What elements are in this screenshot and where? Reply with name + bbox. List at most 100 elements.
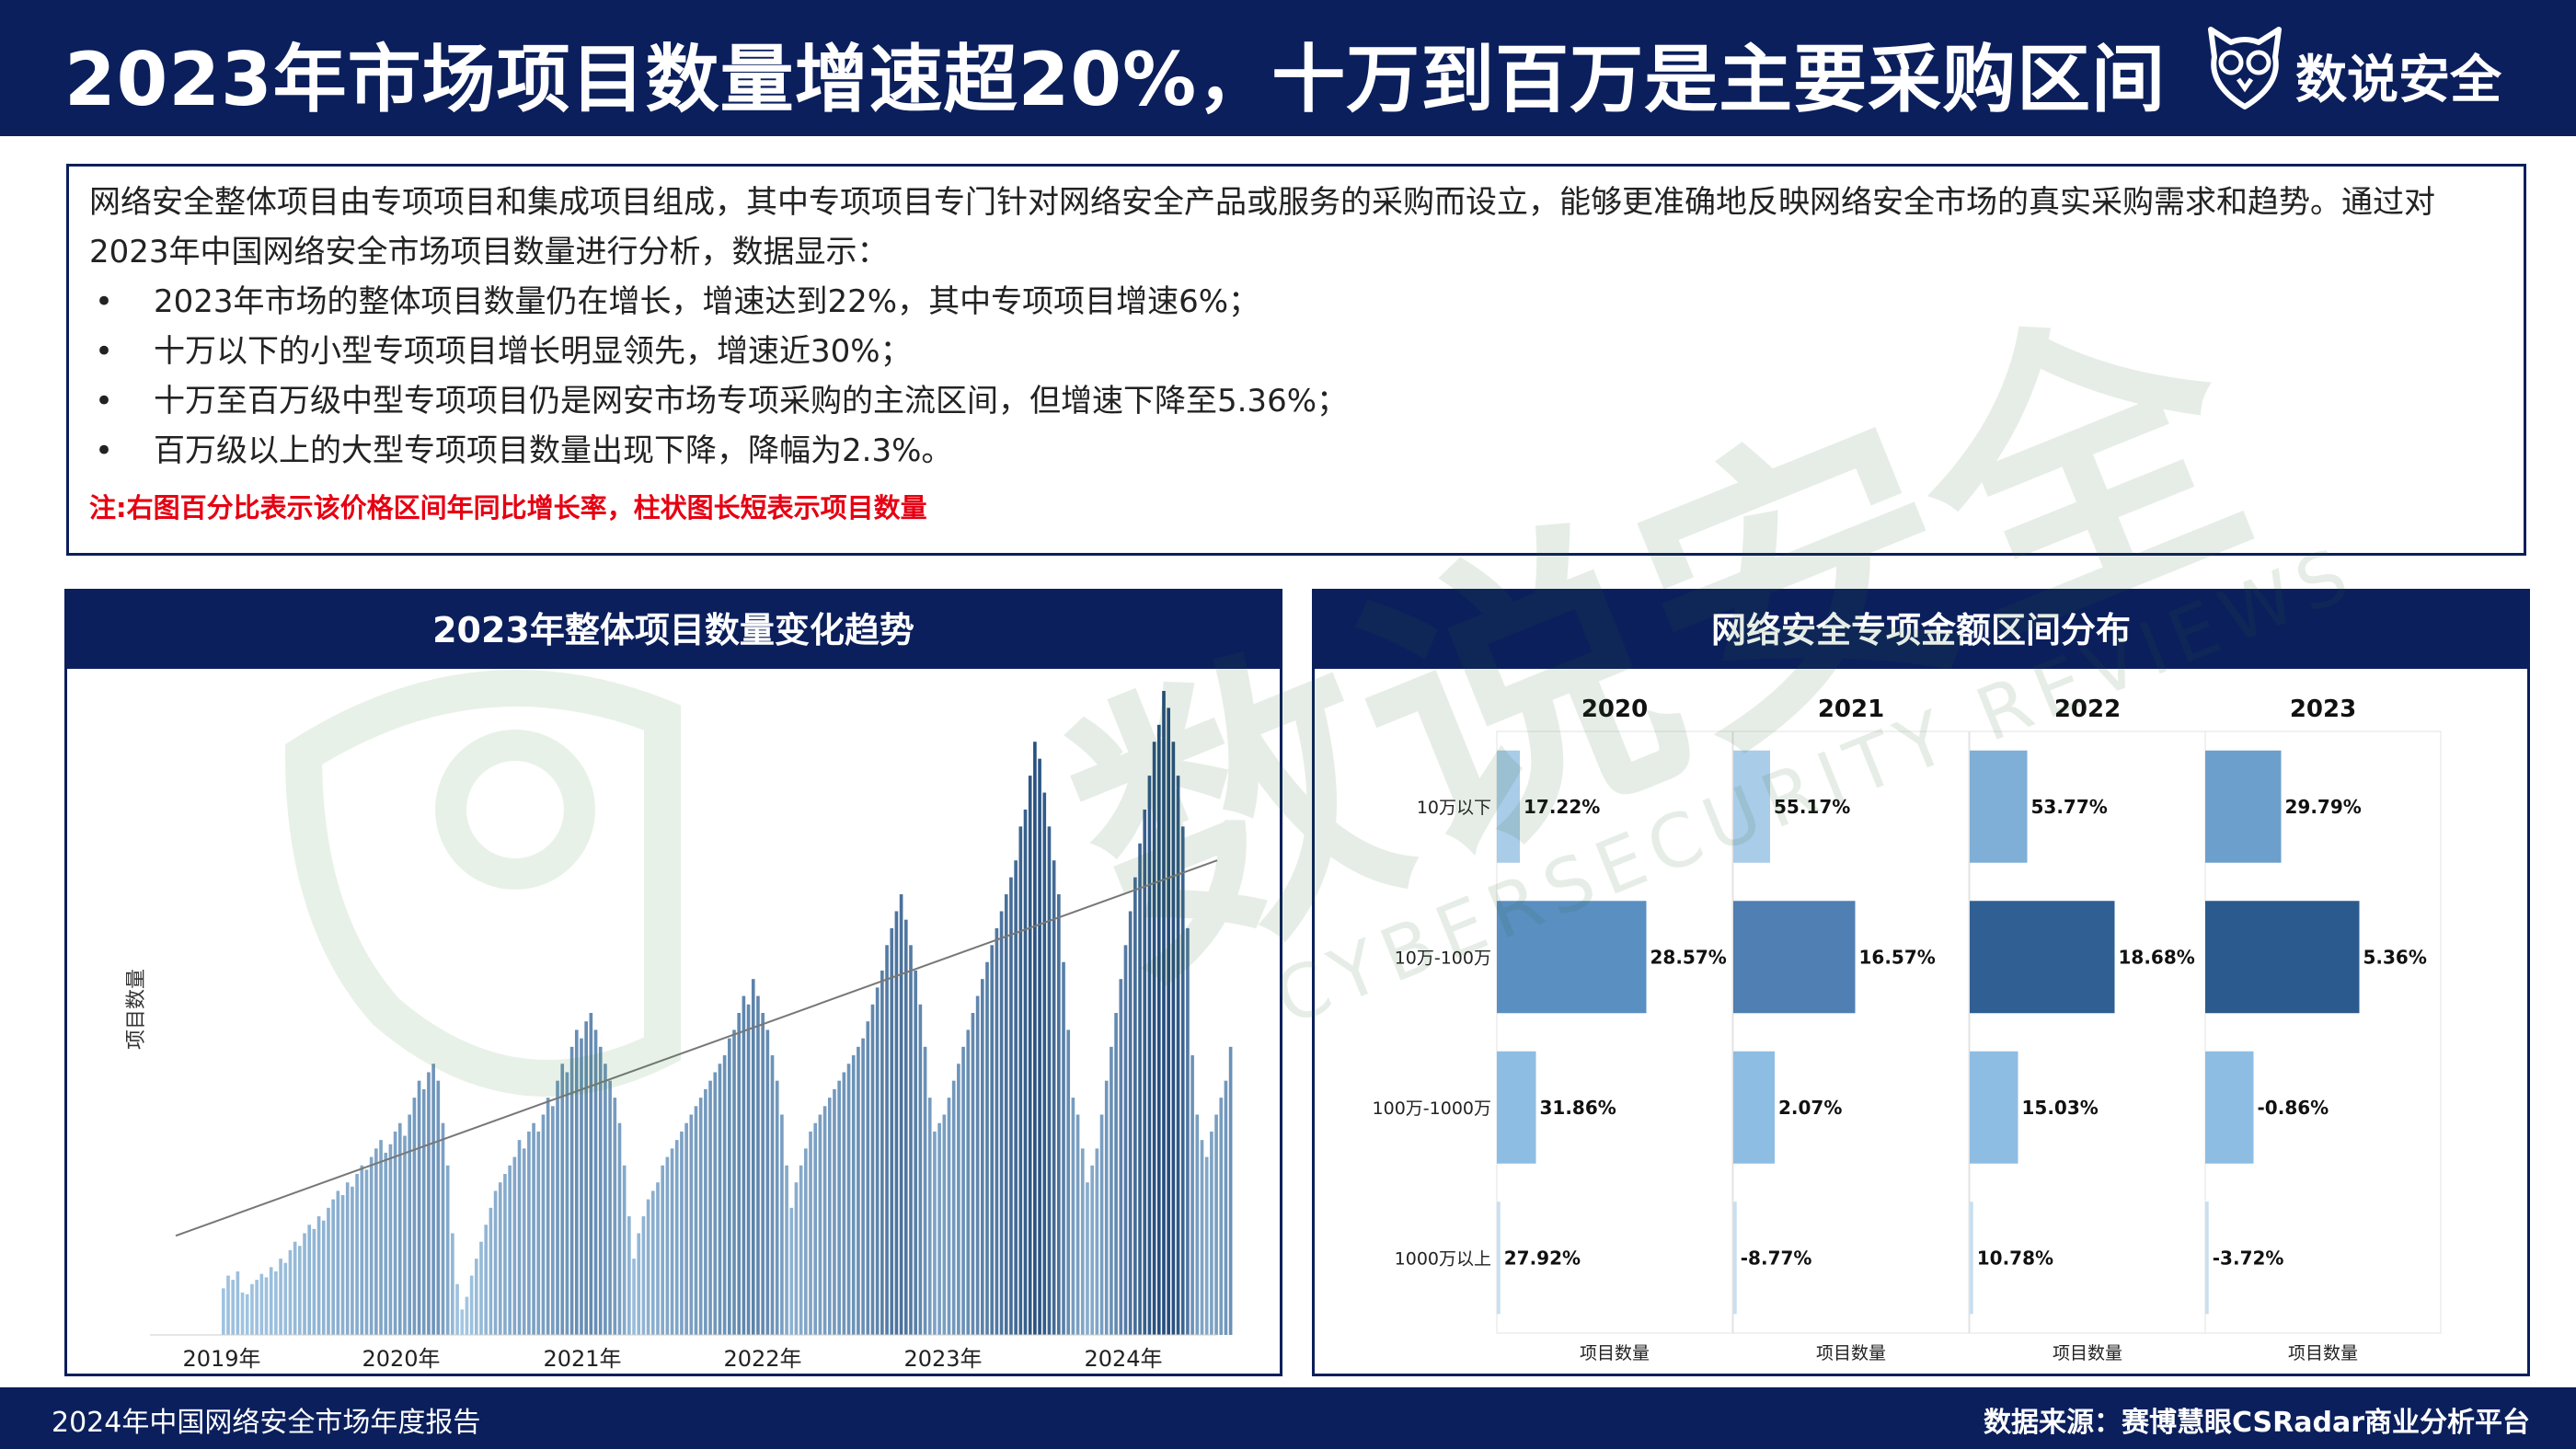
trend-bar <box>837 1080 841 1335</box>
trend-bar <box>670 1148 674 1335</box>
trend-bar <box>1095 1148 1099 1335</box>
trend-bar <box>770 1055 775 1335</box>
trend-bar <box>637 1233 641 1335</box>
trend-bar <box>360 1165 364 1335</box>
trend-bar <box>1062 961 1065 1335</box>
trend-bar <box>1195 1114 1200 1335</box>
trend-bar <box>574 1029 579 1335</box>
trend-bar <box>1028 776 1032 1335</box>
bullet-text: 百万级以上的大型专项项目数量出现下降，降幅为2.3%。 <box>154 432 953 469</box>
trend-bar <box>661 1165 664 1335</box>
trend-bar <box>674 1140 679 1335</box>
trend-x-tick-label: 2019年 <box>182 1346 260 1372</box>
trend-bar <box>1042 792 1047 1335</box>
growth-rate-label: 53.77% <box>2031 796 2108 818</box>
facet-x-label: 项目数量 <box>2053 1343 2122 1363</box>
bullet-item: • 百万级以上的大型专项项目数量出现下降，降幅为2.3%。 <box>89 426 1348 476</box>
growth-rate-label: 31.86% <box>1540 1097 1616 1119</box>
trend-bar <box>1047 826 1052 1335</box>
trend-bar <box>1162 691 1166 1335</box>
trend-bar <box>560 1064 565 1335</box>
brand: 数说安全 <box>2203 20 2516 112</box>
trend-bar <box>880 970 884 1335</box>
trend-bar <box>1023 809 1028 1335</box>
trend-bar <box>756 995 760 1335</box>
trend-bar <box>1133 877 1137 1335</box>
trend-bar <box>780 1114 784 1335</box>
trend-bar <box>617 1122 622 1335</box>
trend-bar <box>1204 1156 1209 1335</box>
bullet-text: 十万以下的小型专项项目增长明显领先，增速近30%； <box>154 333 912 370</box>
trend-bar <box>331 1199 335 1335</box>
trend-x-tick-label: 2024年 <box>1084 1346 1162 1372</box>
trend-bar <box>298 1246 302 1335</box>
trend-bar <box>279 1259 282 1335</box>
trend-bar <box>641 1216 646 1335</box>
bullet-marker: • <box>95 333 114 370</box>
trend-bar <box>584 1021 588 1335</box>
growth-rate-label: 28.57% <box>1650 946 1727 968</box>
trend-bar <box>694 1106 698 1335</box>
trend-bar <box>827 1098 832 1335</box>
trend-bar <box>1114 1013 1118 1335</box>
growth-rate-label: 5.36% <box>2363 946 2427 968</box>
trend-bar <box>846 1064 851 1335</box>
growth-rate-label: -8.77% <box>1741 1247 1812 1269</box>
trend-bar <box>351 1186 354 1335</box>
trend-bar <box>1210 1131 1213 1335</box>
facet-frame <box>2204 730 2442 1334</box>
trend-bar <box>231 1280 236 1335</box>
trend-bar <box>1138 843 1142 1335</box>
trend-bar <box>316 1216 321 1335</box>
amount-panel: 网络安全专项金额区间分布 2020 项目数量 17.22% 28.57% 31.86% 2… <box>1312 589 2530 1376</box>
trend-bar <box>1033 742 1037 1335</box>
trend-bar <box>1099 1114 1104 1335</box>
amount-bar <box>1733 750 1770 863</box>
trend-x-tick-label: 2020年 <box>362 1346 440 1372</box>
trend-bar <box>441 1122 445 1335</box>
trend-bar <box>646 1199 650 1335</box>
trend-bar <box>451 1233 454 1335</box>
trend-bar-chart: 项目数量 2019年 2020年 2021年 2022年 2023年 2024年 <box>125 691 1233 1372</box>
owl-logo-icon <box>2208 27 2282 109</box>
trend-bar <box>1156 724 1161 1335</box>
trend-bar <box>1119 979 1123 1335</box>
trend-bar <box>503 1174 507 1335</box>
growth-rate-label: 2.07% <box>1778 1097 1842 1119</box>
trend-bar <box>236 1271 240 1335</box>
trend-bar <box>269 1267 273 1335</box>
trend-bar <box>1014 860 1018 1335</box>
trend-bar <box>403 1135 407 1335</box>
trend-bar <box>293 1241 297 1335</box>
trend-bar <box>427 1072 431 1335</box>
trend-bar <box>927 1098 932 1335</box>
trend-bar <box>857 1046 860 1335</box>
trend-bar <box>999 911 1004 1335</box>
trend-bar <box>1152 742 1156 1335</box>
trend-bar <box>718 1064 722 1335</box>
trend-bar <box>1171 742 1176 1335</box>
trend-bar <box>546 1098 550 1335</box>
trend-x-tick-label: 2022年 <box>723 1346 801 1372</box>
trend-bar <box>445 1165 450 1335</box>
trend-x-tick-label: 2023年 <box>903 1346 982 1372</box>
trend-bar <box>283 1262 288 1335</box>
trend-bar <box>384 1152 388 1335</box>
trend-bar <box>923 1046 927 1335</box>
trend-bar <box>1086 1182 1089 1335</box>
trend-bar <box>909 945 913 1335</box>
trend-bar <box>1004 894 1008 1335</box>
data-source: 数据来源：赛博慧眼CSRadar商业分析平台 <box>1983 1407 2530 1439</box>
amount-bar <box>2205 901 2360 1014</box>
trend-bar <box>890 927 894 1335</box>
trend-bar <box>541 1114 546 1335</box>
trend-bar <box>222 1288 225 1335</box>
facet-x-label: 项目数量 <box>1816 1343 1886 1363</box>
trend-bar <box>512 1156 517 1335</box>
trend-bar <box>345 1182 350 1335</box>
trend-bar <box>1057 894 1061 1335</box>
trend-bar <box>303 1233 306 1335</box>
trend-bar <box>737 1013 742 1335</box>
trend-bar <box>369 1156 374 1335</box>
facet-year-label: 2023 <box>2290 696 2356 723</box>
